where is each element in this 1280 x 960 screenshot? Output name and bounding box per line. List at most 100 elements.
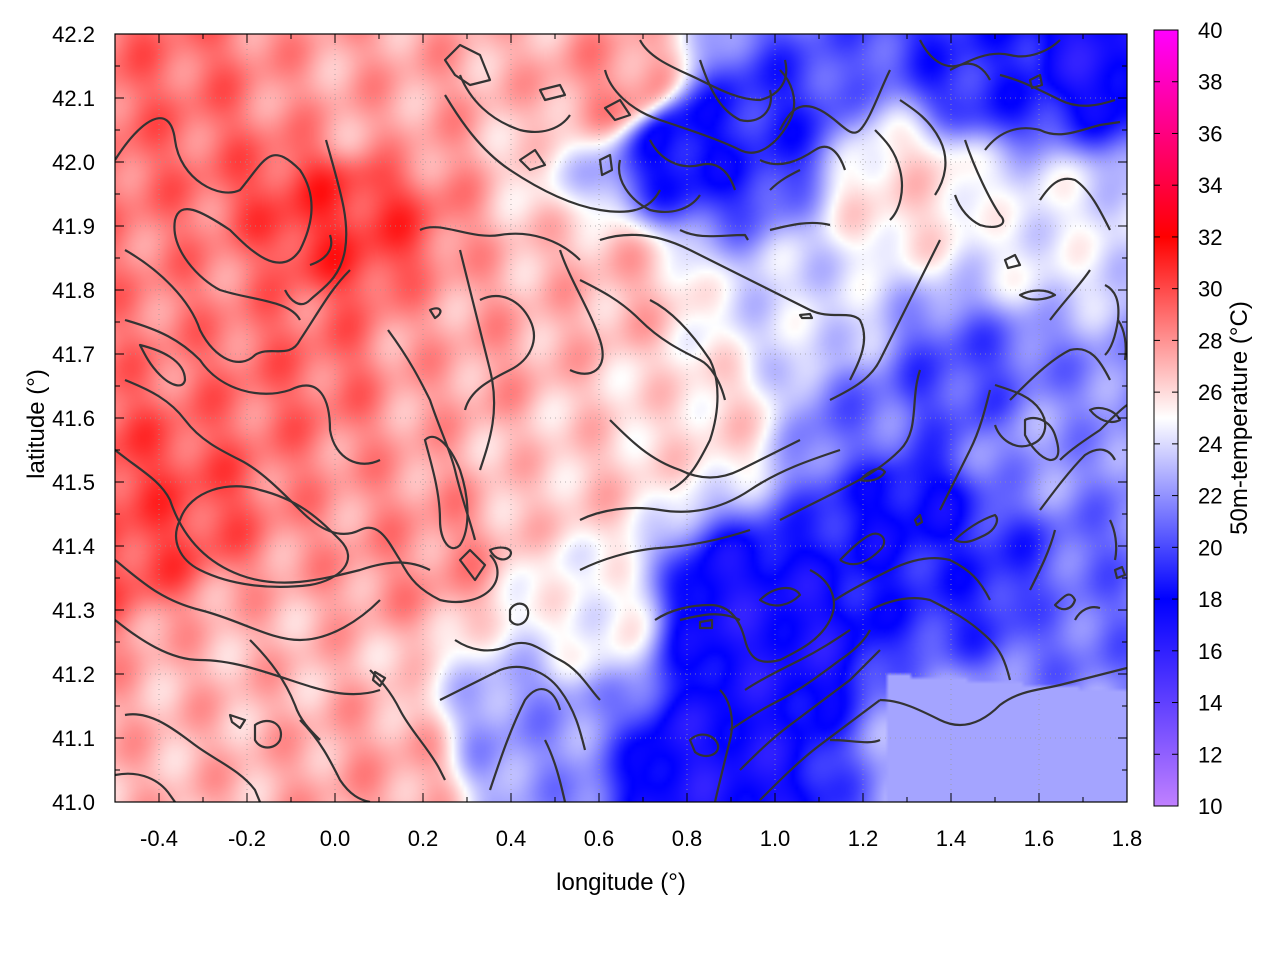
colorbar-tick-label: 16: [1198, 639, 1222, 664]
contour-line: [115, 449, 431, 584]
contour-line: [759, 699, 881, 801]
contour-line: [939, 389, 992, 511]
colorbar-tick-label: 22: [1198, 484, 1222, 509]
contour-line: [679, 229, 749, 241]
contour-line: [579, 528, 751, 571]
contour-line: [829, 738, 881, 744]
contour-line: [758, 587, 802, 607]
colorbar-tick-label: 12: [1198, 742, 1222, 767]
contour-line: [387, 329, 477, 541]
contour-line: [309, 234, 333, 267]
contour-line: [603, 98, 632, 122]
contour-line: [1113, 565, 1127, 580]
contour-line: [369, 669, 446, 781]
contour-line: [228, 713, 247, 730]
colorbar-tick-label: 34: [1198, 173, 1222, 198]
x-tick-label: 1.4: [936, 826, 967, 851]
contour-line: [454, 639, 601, 701]
contour-line: [617, 159, 701, 213]
contour-line: [729, 629, 871, 731]
contour-line: [1029, 529, 1057, 591]
contour-line: [769, 169, 801, 191]
contour-line: [1009, 347, 1111, 401]
contour-line: [874, 129, 904, 221]
x-tick-label: -0.4: [140, 826, 178, 851]
colorbar-tick-label: 14: [1198, 691, 1222, 716]
contour-line: [175, 485, 350, 588]
contour-line: [913, 513, 924, 527]
contour-line: [371, 670, 387, 688]
contour-line: [1028, 73, 1044, 90]
contour-line: [1003, 253, 1022, 270]
y-tick-label: 41.2: [52, 662, 95, 687]
contour-line: [538, 83, 567, 102]
contour-line: [458, 74, 571, 133]
contour-line: [744, 629, 851, 691]
contour-line: [649, 299, 719, 491]
contour-line: [639, 39, 788, 102]
contour-line: [299, 719, 371, 802]
contour-line: [649, 139, 737, 191]
contour-line: [598, 153, 614, 177]
y-tick-label: 42.0: [52, 150, 95, 175]
contour-line: [544, 739, 567, 802]
y-axis-label: latitude (°): [23, 369, 50, 479]
contour-line: [993, 383, 1047, 448]
contour-line: [759, 145, 847, 171]
y-tick-label: 41.6: [52, 406, 95, 431]
contour-line: [115, 117, 313, 321]
contour-line: [698, 59, 773, 123]
y-tick-label: 41.5: [52, 470, 95, 495]
contour-line: [124, 318, 381, 465]
y-tick-label: 41.3: [52, 598, 95, 623]
contour-line: [834, 556, 991, 601]
contour-line: [1018, 289, 1057, 301]
plot-area: [115, 34, 1127, 802]
colorbar-tick-label: 26: [1198, 380, 1222, 405]
contour-line: [798, 312, 814, 320]
contour-line: [488, 546, 513, 561]
contour-line: [999, 73, 1116, 107]
contour-line: [769, 221, 831, 232]
colorbar-label: 50m-temperature (°C): [1226, 301, 1253, 535]
y-tick-label: 41.1: [52, 726, 95, 751]
contour-line: [458, 548, 487, 582]
contour-line: [869, 596, 1012, 681]
contour-line: [428, 307, 442, 320]
contour-line: [654, 569, 835, 663]
contour-line: [423, 435, 469, 550]
contour-line: [679, 613, 741, 622]
colorbar-tick-label: 20: [1198, 535, 1222, 560]
contour-line: [739, 649, 881, 771]
x-tick-label: 1.2: [848, 826, 879, 851]
x-axis: -0.4 -0.2 0.0 0.2 0.4 0.6 0.8 1.0 1.2 1.4 1.6 1.8: [114, 34, 1143, 851]
contour-line: [1049, 269, 1091, 321]
x-tick-label: 0.2: [408, 826, 439, 851]
y-tick-label: 41.8: [52, 278, 95, 303]
contour-line: [953, 513, 999, 544]
contour-line: [779, 69, 891, 134]
contour-line: [879, 666, 1127, 727]
x-tick-label: 1.8: [1112, 826, 1143, 851]
contour-line: [579, 448, 841, 521]
colorbar: [1153, 29, 1179, 807]
contour-lines: [115, 39, 1127, 802]
contour-line: [688, 733, 720, 758]
x-tick-label: 0.0: [320, 826, 351, 851]
contour-line: [1059, 404, 1127, 461]
contour-line: [858, 467, 887, 482]
x-tick-label: 0.6: [584, 826, 615, 851]
contour-line: [603, 69, 796, 154]
contour-line: [419, 226, 581, 261]
y-tick-label: 41.0: [52, 790, 95, 815]
x-tick-label: 1.6: [1024, 826, 1055, 851]
x-tick-label: 0.4: [496, 826, 527, 851]
contour-line: [1053, 593, 1077, 611]
contour-line: [1109, 519, 1118, 561]
contour-line: [1117, 319, 1127, 361]
colorbar-tick-label: 28: [1198, 328, 1222, 353]
contour-line: [115, 772, 176, 802]
contour-line: [698, 618, 714, 630]
colorbar-ticks: 10 12 14 16 18 20 22 24 26 28 30 32 34 36 38 40: [1154, 18, 1222, 819]
